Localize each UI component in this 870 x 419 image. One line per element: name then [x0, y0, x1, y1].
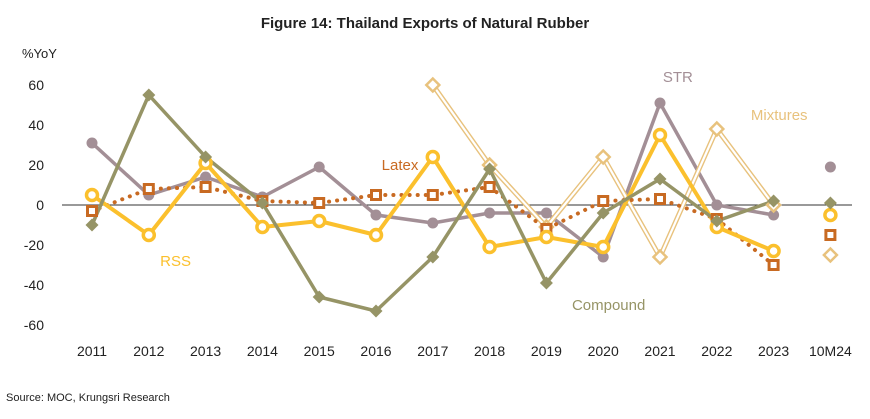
y-tick-label: 20 [28, 157, 44, 173]
str-point [200, 171, 212, 183]
latex-point [199, 181, 212, 193]
mixtures-point [424, 76, 442, 94]
str-point [370, 209, 382, 221]
y-tick-label: 40 [28, 117, 44, 133]
latex-point [313, 197, 326, 209]
latex-point [426, 189, 439, 201]
mixtures-point [594, 148, 612, 166]
y-tick-label: 0 [36, 197, 44, 213]
mixtures-point [822, 246, 839, 264]
str-point [484, 207, 496, 219]
compound-point [369, 304, 383, 318]
rss-point [84, 187, 100, 203]
str-point [597, 251, 609, 263]
x-tick-label: 2018 [474, 343, 505, 359]
x-axis-ticks: 2011 2012 2013 2014 2015 2016 2017 2018 2019 2020… [77, 343, 852, 359]
latex-point [654, 193, 666, 205]
rss-point [368, 227, 384, 243]
latex-point [483, 181, 496, 193]
series-markers [84, 76, 839, 318]
x-tick-label: 2022 [701, 343, 732, 359]
y-axis-ticks: 60 40 20 0 -20 -40 -60 [24, 77, 44, 333]
x-tick-label: 2017 [417, 343, 448, 359]
rss-series-label: RSS [160, 253, 191, 270]
compound-point [142, 88, 156, 102]
str-point [427, 217, 439, 229]
x-tick-label: 2023 [758, 343, 789, 359]
latex-point [370, 189, 382, 201]
rss-point [425, 149, 441, 165]
str-point [654, 97, 666, 109]
compound-point [426, 250, 440, 264]
source-note: Source: MOC, Krungsri Research [6, 392, 170, 404]
rss-point [652, 127, 668, 143]
x-tick-label: 10M24 [809, 343, 852, 359]
x-tick-label: 2019 [531, 343, 562, 359]
compound-point [767, 194, 781, 208]
str-point [711, 199, 723, 211]
rss-point [311, 213, 327, 229]
rss-point [141, 227, 157, 243]
latex-point [142, 183, 155, 195]
y-tick-label: -60 [24, 317, 44, 333]
x-tick-label: 2016 [360, 343, 391, 359]
compound-point [483, 162, 497, 176]
rss-point [255, 219, 270, 235]
str-point [313, 161, 325, 173]
str-point [540, 207, 552, 219]
x-tick-label: 2021 [644, 343, 675, 359]
latex-point [824, 229, 837, 241]
rss-point [766, 243, 781, 259]
x-tick-label: 2012 [133, 343, 164, 359]
chart-title: Figure 14: Thailand Exports of Natural R… [261, 15, 590, 32]
mixtures-point [708, 120, 726, 138]
latex-point [86, 205, 98, 217]
compound-point [710, 214, 724, 228]
mixtures-series-label: Mixtures [751, 107, 808, 124]
y-tick-label: 60 [28, 77, 44, 93]
compound-point [539, 276, 553, 290]
compound-point [653, 172, 667, 186]
str-point [824, 161, 836, 173]
str-point [86, 137, 98, 149]
x-tick-label: 2013 [190, 343, 221, 359]
latex-point [597, 195, 610, 207]
x-tick-label: 2014 [247, 343, 278, 359]
rss-point [482, 239, 497, 255]
compound-series-label: Compound [572, 297, 645, 314]
compound-point [823, 196, 837, 210]
str-series-label: STR [663, 69, 693, 86]
y-tick-label: -20 [24, 237, 44, 253]
x-tick-label: 2011 [77, 343, 107, 359]
y-tick-label: -40 [24, 277, 44, 293]
x-tick-label: 2015 [304, 343, 335, 359]
latex-series-label: Latex [382, 157, 419, 174]
mixtures-point [651, 248, 669, 266]
x-tick-label: 2020 [588, 343, 619, 359]
rss-point [823, 207, 838, 223]
rss-point [539, 229, 554, 245]
compound-point [255, 196, 269, 210]
str-point [768, 209, 780, 221]
y-axis-label: %YoY [22, 46, 57, 61]
rss-point [595, 239, 611, 255]
compound-point [85, 218, 99, 232]
series-labels: STR Mixtures Latex RSS Compound [160, 69, 807, 314]
compound-point [199, 150, 213, 164]
compound-point [596, 206, 610, 220]
latex-point [767, 259, 780, 271]
compound-point [312, 290, 326, 304]
